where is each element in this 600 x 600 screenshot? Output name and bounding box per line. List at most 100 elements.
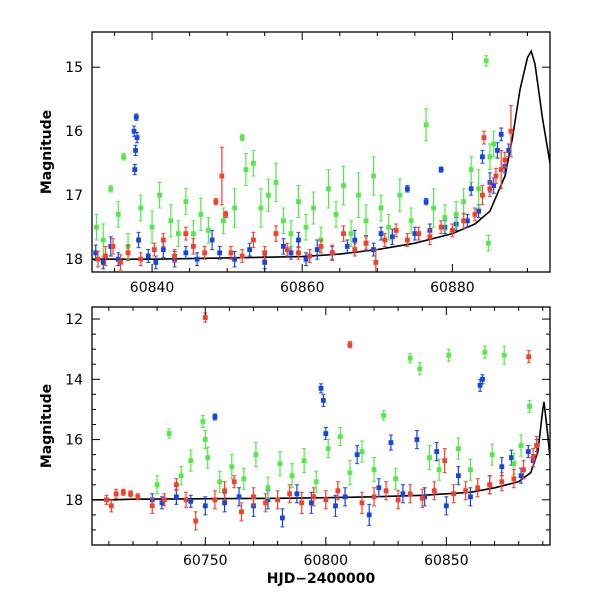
data-point-red xyxy=(352,242,358,257)
data-point-red xyxy=(359,491,365,514)
data-point-green xyxy=(251,149,256,177)
data-point-blue xyxy=(480,374,485,385)
bottom-panel-frame xyxy=(91,306,551,546)
data-point-red xyxy=(323,490,329,510)
data-point-red xyxy=(463,481,469,501)
data-point-green xyxy=(371,156,376,196)
data-point-green xyxy=(311,191,316,225)
data-point-blue xyxy=(378,226,384,241)
top-panel-plot-area xyxy=(92,49,550,272)
data-point-red xyxy=(347,341,353,349)
bottom-panel: 60750 60800 60850 12 14 16 18 Magnitude HJD−24… xyxy=(39,306,551,587)
data-point-blue xyxy=(443,496,449,516)
data-point-blue xyxy=(333,494,338,517)
data-point-blue xyxy=(236,487,242,507)
data-point-blue xyxy=(133,144,138,157)
data-point-blue xyxy=(366,503,372,526)
x-tick-label: 60800 xyxy=(304,553,349,569)
data-point-green xyxy=(341,165,346,206)
data-point-green xyxy=(108,185,114,193)
bottom-panel-y-axis-label: Magnitude xyxy=(39,384,55,468)
data-point-red xyxy=(212,490,218,510)
data-point-red xyxy=(395,490,401,510)
data-point-red xyxy=(193,511,199,531)
data-point-red xyxy=(149,497,155,514)
y-tick-label: 18 xyxy=(65,252,83,268)
data-point-red xyxy=(213,197,219,206)
x-tick-label: 60850 xyxy=(424,553,469,569)
data-point-green xyxy=(232,188,238,228)
data-point-red xyxy=(287,484,293,504)
data-point-green xyxy=(427,445,432,471)
data-point-blue xyxy=(314,239,320,260)
data-point-blue xyxy=(344,239,350,254)
data-point-green xyxy=(157,181,162,209)
data-point-green xyxy=(378,194,384,222)
data-point-red xyxy=(223,210,229,219)
data-point-red xyxy=(498,149,504,190)
data-point-red xyxy=(113,488,119,499)
y-tick-label: 14 xyxy=(65,372,83,388)
data-point-blue xyxy=(423,197,429,206)
data-point-red xyxy=(530,448,536,468)
data-point-red xyxy=(128,490,133,498)
data-point-red xyxy=(299,491,305,514)
data-point-green xyxy=(363,204,369,238)
data-point-red xyxy=(442,448,448,474)
data-point-green xyxy=(371,457,377,483)
data-point-green xyxy=(313,470,319,493)
data-point-red xyxy=(508,105,514,158)
data-point-red xyxy=(228,245,234,260)
data-point-red xyxy=(183,491,189,508)
data-point-red xyxy=(118,254,123,271)
data-point-green xyxy=(442,204,448,231)
data-point-green xyxy=(253,442,259,468)
data-point-green xyxy=(468,458,473,481)
data-point-green xyxy=(397,178,403,212)
y-tick-label: 16 xyxy=(65,124,83,140)
data-point-blue xyxy=(404,185,410,193)
data-point-red xyxy=(311,487,317,507)
data-point-green xyxy=(393,467,399,490)
data-point-blue xyxy=(134,131,140,144)
data-point-green xyxy=(277,451,283,477)
data-point-blue xyxy=(434,442,440,462)
data-point-red xyxy=(451,484,456,504)
data-point-blue xyxy=(188,494,194,508)
data-point-green xyxy=(289,463,295,489)
data-point-green xyxy=(407,353,413,364)
bottom-panel-model-curve xyxy=(92,401,550,501)
data-point-red xyxy=(475,478,481,498)
data-point-red xyxy=(160,233,166,247)
data-point-red xyxy=(138,252,144,267)
y-tick-label: 17 xyxy=(65,188,83,204)
data-point-blue xyxy=(414,430,420,450)
data-point-red xyxy=(307,249,313,263)
top-panel: 60840 60860 60880 15 16 17 18 Magnitude xyxy=(39,31,551,296)
data-point-blue xyxy=(525,445,531,459)
data-point-red xyxy=(472,207,478,222)
data-point-blue xyxy=(247,242,253,257)
data-point-green xyxy=(417,362,423,376)
data-point-red xyxy=(135,493,141,501)
data-point-green xyxy=(476,169,482,209)
data-point-red xyxy=(251,487,256,507)
data-point-green xyxy=(205,217,211,244)
data-point-green xyxy=(273,162,279,203)
data-point-red xyxy=(239,249,245,263)
x-tick-label: 60860 xyxy=(280,280,325,296)
data-point-green xyxy=(446,348,452,362)
data-point-blue xyxy=(342,487,348,507)
data-point-red xyxy=(404,233,410,247)
data-point-green xyxy=(178,466,184,486)
y-tick-label: 18 xyxy=(65,493,83,509)
data-point-green xyxy=(461,188,467,215)
bottom-panel-data-points xyxy=(104,312,540,531)
data-point-blue xyxy=(465,213,470,228)
data-point-red xyxy=(296,245,301,260)
data-point-blue xyxy=(412,226,418,241)
data-point-blue xyxy=(456,466,461,486)
data-point-green xyxy=(325,439,331,459)
data-point-green xyxy=(456,437,461,460)
data-point-red xyxy=(419,488,425,508)
